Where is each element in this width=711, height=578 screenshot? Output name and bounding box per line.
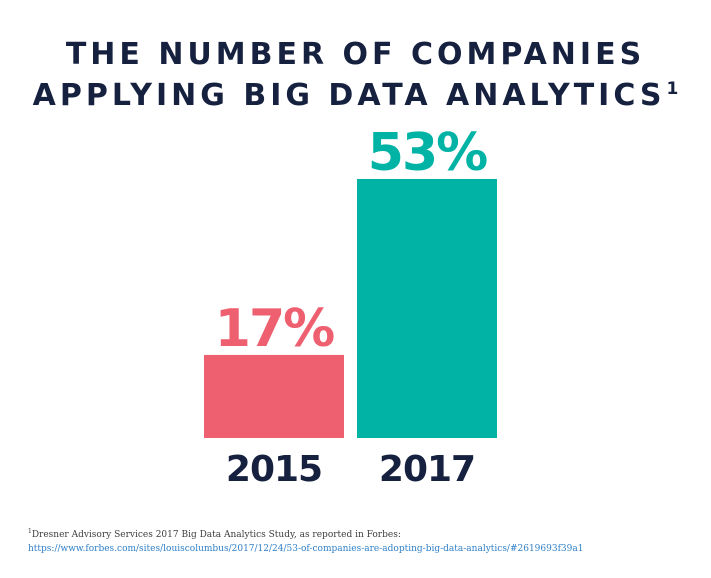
chart-title-line-2-text: APPLYING BIG DATA ANALYTICS [32, 78, 666, 113]
footnote: 1Dresner Advisory Services 2017 Big Data… [28, 525, 698, 556]
value-label-2015: 17% [215, 299, 334, 359]
title-footnote-marker: 1 [666, 79, 679, 99]
footnote-source-link[interactable]: https://www.forbes.com/sites/louiscolumb… [28, 544, 584, 554]
footnote-text: Dresner Advisory Services 2017 Big Data … [31, 530, 401, 540]
bar-chart: 17% 2015 53% 2017 [204, 123, 497, 490]
chart-title-line-1: THE NUMBER OF COMPANIES [65, 37, 646, 72]
value-label-2017: 53% [368, 123, 487, 183]
bar-2015 [204, 354, 344, 438]
footnote-text-line: 1Dresner Advisory Services 2017 Big Data… [28, 525, 698, 542]
chart-title-line-2: APPLYING BIG DATA ANALYTICS1 [0, 72, 711, 113]
footnote-marker: 1 [28, 528, 32, 535]
category-label-2017: 2017 [379, 449, 475, 490]
category-label-2015: 2015 [226, 449, 322, 490]
bar-2017 [357, 179, 497, 438]
chart-title: THE NUMBER OF COMPANIES APPLYING BIG DAT… [0, 38, 711, 113]
